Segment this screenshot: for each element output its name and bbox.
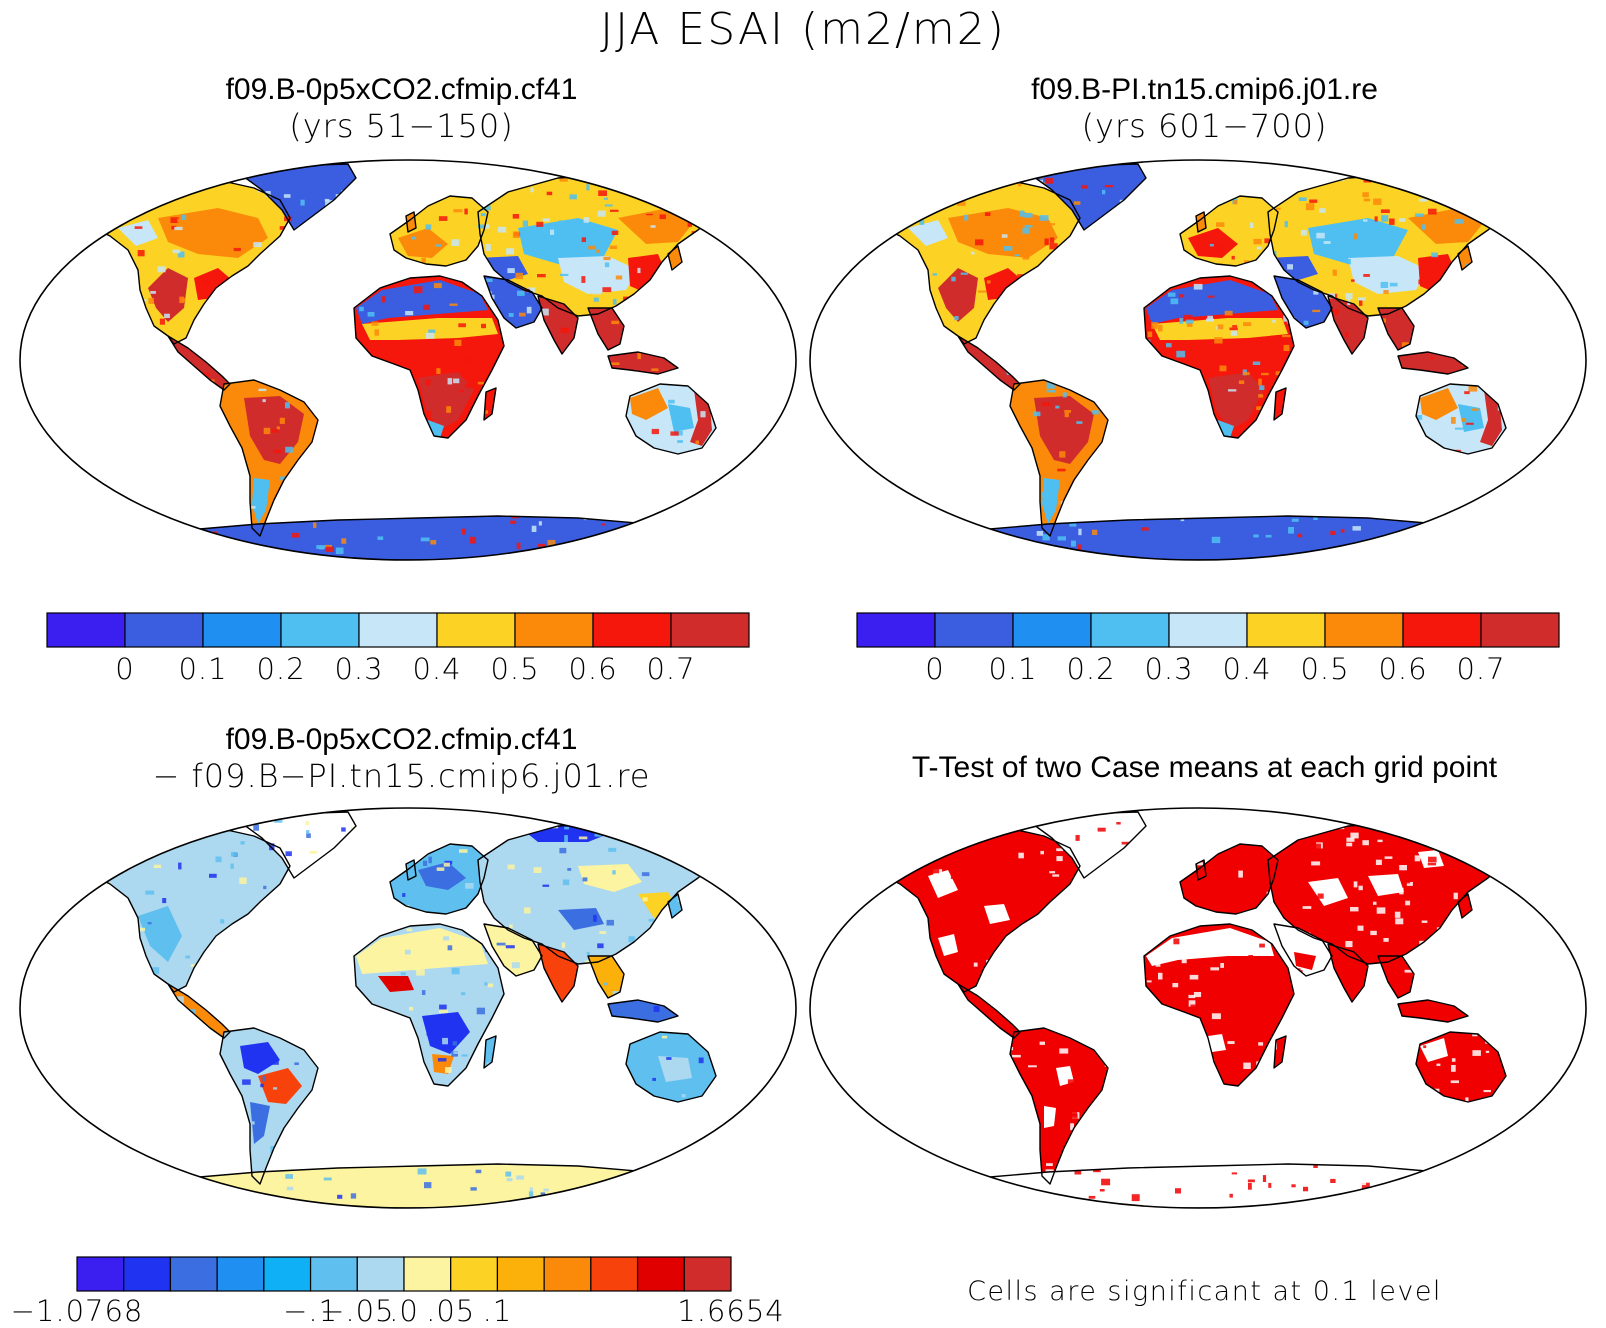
- colorbar-panel-3: [76, 1256, 732, 1292]
- colorbar-swatch: [670, 612, 750, 648]
- colorbar-swatch: [356, 1256, 405, 1292]
- colorbar-swatch: [1480, 612, 1560, 648]
- colorbar-tick-label: .1: [482, 1294, 513, 1328]
- colorbar-tick-label: 0.7: [1456, 652, 1506, 686]
- colorbar-tick-label: 0.6: [1378, 652, 1428, 686]
- colorbar-panel-2: [856, 612, 1560, 648]
- colorbar-swatch: [856, 612, 936, 648]
- colorbar-panel-1: [46, 612, 750, 648]
- panel-3-title: f09.B-0p5xCO2.cfmip.cf41: [225, 723, 578, 756]
- panel-3-header: f09.B-0p5xCO2.cfmip.cf41 − f09.B−PI.tn15…: [0, 722, 803, 794]
- map-panel-2: [809, 159, 1587, 561]
- panel-4-header: T-Test of two Case means at each grid po…: [803, 750, 1606, 786]
- colorbar-swatch: [514, 612, 594, 648]
- colorbar-swatch: [436, 612, 516, 648]
- panel-3-subtitle: − f09.B−PI.tn15.cmip6.j01.re: [152, 757, 651, 795]
- colorbar-tick-label: 0.1: [988, 652, 1038, 686]
- colorbar-tick-label: 0.4: [1222, 652, 1272, 686]
- colorbar-swatch: [1324, 612, 1404, 648]
- panel-1-header: f09.B-0p5xCO2.cfmip.cf41 (yrs 51−150): [0, 72, 803, 144]
- panel-2-header: f09.B-PI.tn15.cmip6.j01.re (yrs 601−700): [803, 72, 1606, 144]
- map-panel-3: [19, 807, 797, 1209]
- colorbar-swatch: [123, 1256, 172, 1292]
- panel-4-title: T-Test of two Case means at each grid po…: [911, 751, 1498, 784]
- colorbar-swatch: [1246, 612, 1326, 648]
- colorbar-swatch: [636, 1256, 685, 1292]
- colorbar-swatch: [934, 612, 1014, 648]
- panel-2-title: f09.B-PI.tn15.cmip6.j01.re: [1031, 73, 1378, 106]
- figure-title: JJA ESAI (m2/m2): [600, 4, 1006, 55]
- colorbar-tick-label: 0.1: [178, 652, 228, 686]
- colorbar-swatch: [280, 612, 360, 648]
- colorbar-panel-1-labels: 0 0.1 0.2 0.3 0.4 0.5 0.6 0.7: [46, 652, 750, 688]
- colorbar-swatch: [1012, 612, 1092, 648]
- colorbar-swatch: [683, 1256, 732, 1292]
- colorbar-swatch: [590, 1256, 639, 1292]
- colorbar-tick-label: 0: [115, 652, 135, 686]
- colorbar-panel-3-labels: −1.0768 −.1 −.05.0.05.1 1.6654: [11, 1294, 784, 1328]
- colorbar-swatch: [496, 1256, 545, 1292]
- colorbar-tick-label: 1.6654: [677, 1294, 785, 1328]
- colorbar-swatch: [358, 612, 438, 648]
- colorbar-swatch: [216, 1256, 265, 1292]
- colorbar-tick-label: 0.6: [568, 652, 618, 686]
- panel-2-subtitle: (yrs 601−700): [1081, 107, 1328, 145]
- colorbar-swatch: [124, 612, 204, 648]
- colorbar-tick-label: −.1: [283, 1294, 339, 1328]
- colorbar-tick-label: 0.3: [1144, 652, 1194, 686]
- colorbar-tick-label: 0: [925, 652, 945, 686]
- colorbar-tick-label: −.05: [320, 1294, 395, 1328]
- map-panel-4: [809, 807, 1587, 1209]
- colorbar-swatch: [169, 1256, 218, 1292]
- colorbar-tick-label: 0.2: [1066, 652, 1116, 686]
- colorbar-tick-label: .0: [389, 1294, 419, 1328]
- colorbar-tick-label: 0.7: [646, 652, 696, 686]
- panel-1-title: f09.B-0p5xCO2.cfmip.cf41: [225, 73, 578, 106]
- colorbar-swatch: [1168, 612, 1248, 648]
- significance-note: Cells are significant at 0.1 level: [967, 1276, 1442, 1307]
- colorbar-swatch: [46, 612, 126, 648]
- colorbar-swatch: [1090, 612, 1170, 648]
- colorbar-panel-2-labels: 0 0.1 0.2 0.3 0.4 0.5 0.6 0.7: [856, 652, 1560, 688]
- colorbar-tick-label: 0.2: [256, 652, 306, 686]
- colorbar-tick-label: 0.3: [334, 652, 384, 686]
- colorbar-swatch: [1402, 612, 1482, 648]
- colorbar-tick-label: 0.5: [1300, 652, 1350, 686]
- colorbar-tick-label: 0.4: [412, 652, 462, 686]
- colorbar-swatch: [592, 612, 672, 648]
- map-panel-1: [19, 159, 797, 561]
- colorbar-tick-label: −1.0768: [10, 1294, 144, 1328]
- colorbar-swatch: [76, 1256, 125, 1292]
- colorbar-tick-label: 0.5: [490, 652, 540, 686]
- colorbar-swatch: [263, 1256, 312, 1292]
- colorbar-swatch: [202, 612, 282, 648]
- colorbar-swatch: [309, 1256, 358, 1292]
- colorbar-swatch: [543, 1256, 592, 1292]
- colorbar-tick-label: .05: [426, 1294, 476, 1328]
- colorbar-swatch: [403, 1256, 452, 1292]
- colorbar-swatch: [450, 1256, 499, 1292]
- panel-1-subtitle: (yrs 51−150): [289, 107, 514, 145]
